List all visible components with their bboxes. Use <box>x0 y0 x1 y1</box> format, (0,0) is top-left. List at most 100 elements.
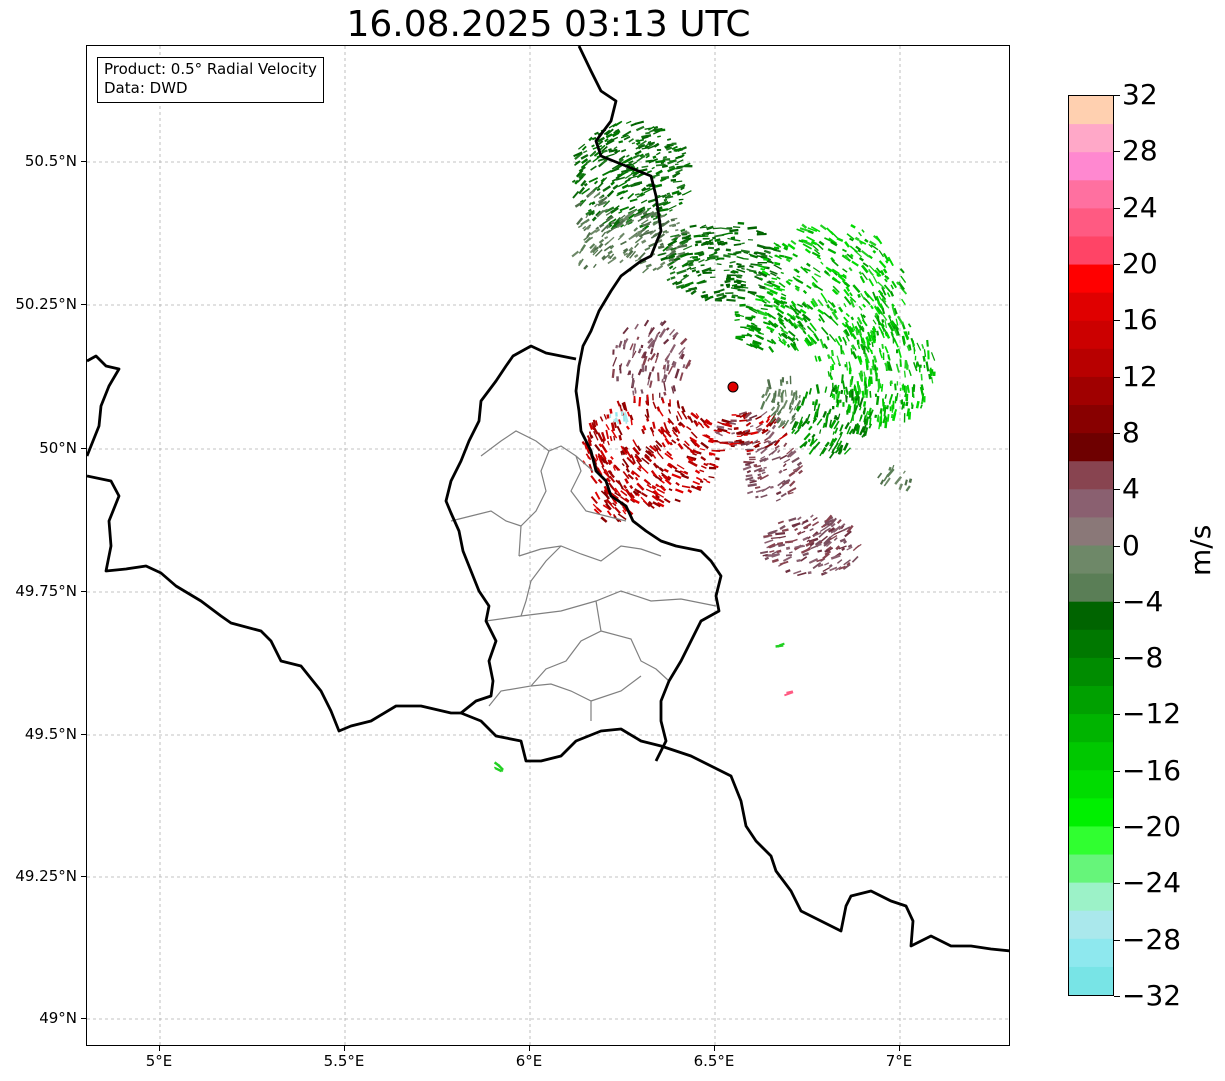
radar-echo <box>802 316 808 323</box>
radar-echo <box>768 417 777 427</box>
radar-echo <box>868 265 875 272</box>
radar-echo <box>876 330 880 336</box>
radar-echo <box>832 431 835 435</box>
radar-echo <box>784 540 794 544</box>
radar-echo <box>731 283 738 287</box>
radar-echo <box>831 311 839 321</box>
radar-echo <box>878 295 883 301</box>
map-title: 16.08.2025 03:13 UTC <box>346 4 751 45</box>
radar-echo <box>847 404 851 409</box>
radar-echo <box>602 254 610 261</box>
radar-echo <box>687 415 691 420</box>
radar-echo <box>849 414 854 424</box>
radar-echo <box>618 419 622 425</box>
radar-echo <box>763 534 773 538</box>
radar-echo <box>701 224 707 228</box>
radar-echo <box>628 246 634 252</box>
radar-echo <box>866 336 870 346</box>
radar-echo <box>776 419 781 424</box>
colorbar-tick-mark <box>1114 433 1120 434</box>
radar-echo <box>640 492 648 498</box>
radar-echo <box>669 271 676 275</box>
radar-echo <box>767 529 777 536</box>
radar-echo <box>630 454 636 464</box>
radar-echo <box>863 371 866 378</box>
radar-echo <box>798 469 804 475</box>
radar-echo <box>833 414 838 420</box>
radar-echo <box>801 302 808 308</box>
radar-echo <box>736 268 746 273</box>
colorbar-swatch <box>1069 742 1113 771</box>
radar-echo <box>602 208 609 213</box>
radar-echo <box>612 356 618 367</box>
radar-echo <box>891 280 898 289</box>
radar-echo <box>641 136 649 140</box>
radar-echo <box>585 159 592 165</box>
radar-echo <box>674 368 680 379</box>
radar-echo <box>642 425 647 431</box>
radar-echo <box>894 476 903 485</box>
radar-echo <box>621 463 625 467</box>
radar-echo <box>843 288 850 297</box>
colorbar-swatches <box>1069 96 1113 995</box>
radar-echo <box>607 469 615 479</box>
radar-echo <box>800 396 806 406</box>
radar-echo <box>581 145 587 151</box>
x-tick-label: 5.5°E <box>323 1052 365 1070</box>
radar-echo <box>603 499 609 505</box>
radar-echo <box>875 235 883 245</box>
radar-echo <box>631 373 634 379</box>
radar-echo <box>638 397 642 407</box>
radar-echo <box>905 401 909 407</box>
radar-echo <box>786 335 795 343</box>
radar-echo <box>872 319 877 325</box>
radar-echo <box>634 323 639 330</box>
radar-echo <box>695 476 703 482</box>
radar-echo <box>601 231 606 238</box>
radar-echo <box>895 318 899 326</box>
radar-echo <box>776 287 785 291</box>
radar-echo <box>846 253 854 260</box>
radar-echo <box>617 181 628 188</box>
radar-echo <box>634 193 640 196</box>
radar-echo <box>592 263 597 269</box>
radar-echo <box>609 435 613 442</box>
radar-echo <box>644 365 648 372</box>
radar-echo <box>845 394 848 403</box>
radar-echo <box>792 253 798 258</box>
radar-echo <box>678 421 684 426</box>
radar-echo <box>693 486 702 492</box>
radar-echo <box>666 440 672 446</box>
colorbar-tick-label: −12 <box>1122 697 1182 731</box>
radar-echo <box>660 222 666 227</box>
radar-echo <box>643 319 650 327</box>
radar-echo <box>681 485 691 489</box>
radar-echo <box>774 445 780 450</box>
radar-echo <box>854 425 860 432</box>
radar-echo <box>688 263 694 267</box>
radar-echo <box>804 248 811 254</box>
radar-echo <box>636 489 642 494</box>
radar-echo <box>778 318 785 326</box>
radar-echo <box>736 262 742 266</box>
radar-echo <box>594 420 599 426</box>
radar-echo <box>888 466 892 471</box>
radar-echo <box>792 314 796 319</box>
radar-echo <box>585 209 593 216</box>
radar-echo <box>861 319 868 327</box>
radar-echo <box>640 496 648 505</box>
radar-echo <box>886 414 890 422</box>
radar-echo <box>612 502 617 507</box>
radar-echo <box>787 330 796 338</box>
radar-echo <box>829 307 834 312</box>
radar-echo <box>689 449 696 455</box>
radar-echo <box>822 422 826 429</box>
radar-echo <box>667 419 671 424</box>
radar-echo <box>717 427 728 433</box>
radar-echo <box>670 276 676 280</box>
radar-echo <box>790 316 796 321</box>
radar-echo <box>893 307 898 315</box>
radar-echo <box>672 361 677 368</box>
radar-echo <box>824 549 830 553</box>
radar-echo <box>850 224 856 229</box>
